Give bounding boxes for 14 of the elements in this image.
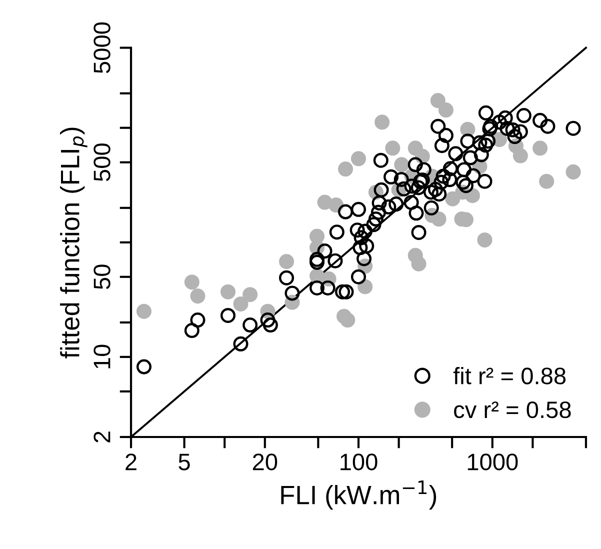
y-tick-label: 50 [94,264,110,290]
x-tick-label: 20 [252,454,278,470]
y-tick-label: 10 [94,344,110,368]
y-tick-label: 5000 [94,22,110,74]
x-axis-title: FLI (kW.m$^{−1}$) [281,480,436,510]
legend-label: fit r² = 0.88 [453,367,566,384]
x-tick-label: 100 [340,454,378,470]
y-axis-title: fitted function (FLI$_{p}$) [60,128,88,358]
legend-label: cv r² = 0.58 [454,401,571,418]
x-tick-label: 5 [178,454,190,470]
x-tick-label: 1000 [468,454,518,470]
x-tick-label: 2 [126,454,136,470]
y-tick-label: 500 [94,144,110,182]
y-tick-label: 2 [94,432,110,442]
